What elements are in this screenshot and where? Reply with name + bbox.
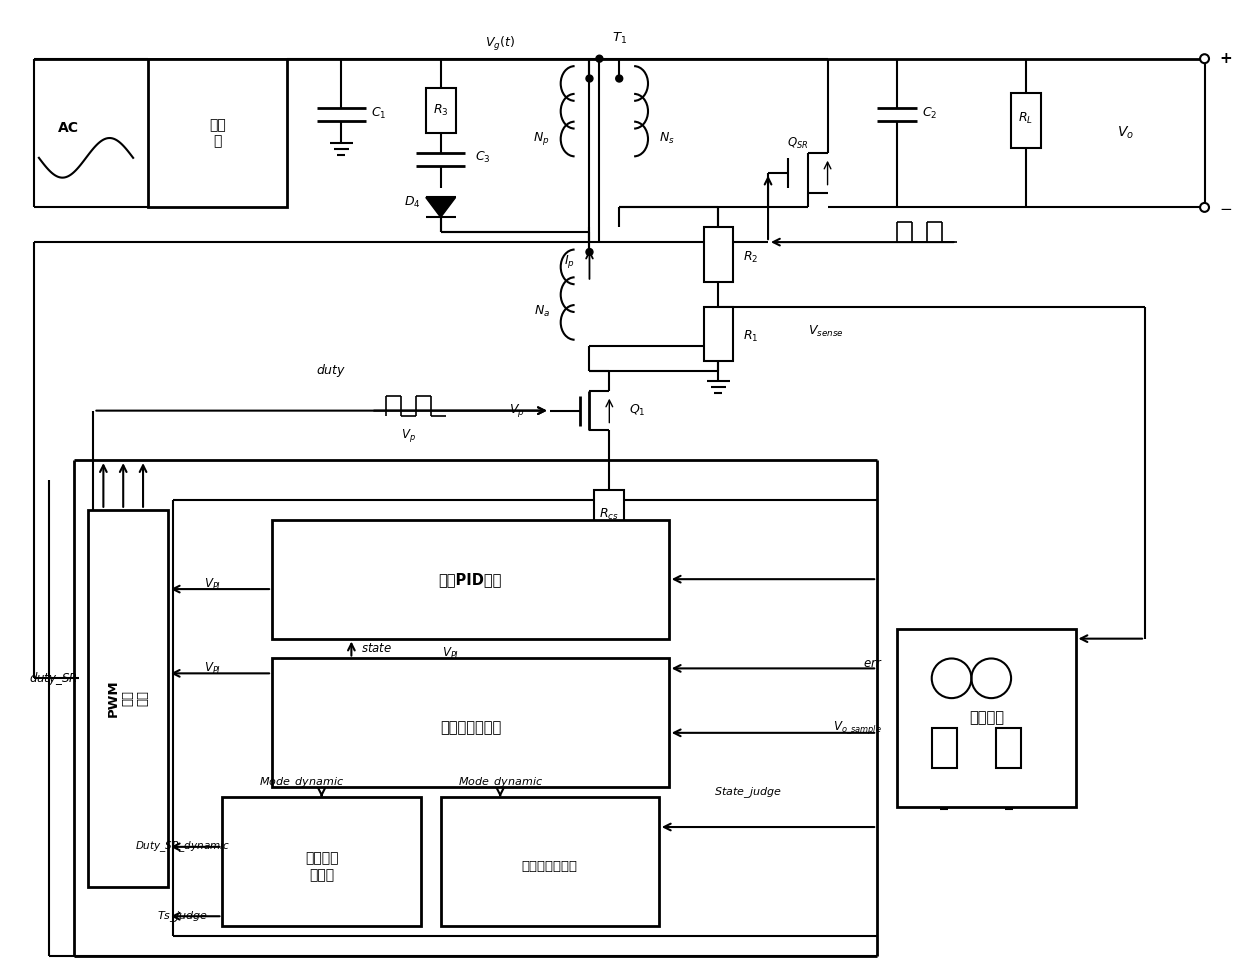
Bar [897, 629, 1075, 807]
Circle shape [1200, 54, 1209, 63]
Text: $D_4$: $D_4$ [404, 195, 420, 210]
Polygon shape [425, 197, 455, 217]
Text: $N_a$: $N_a$ [533, 304, 549, 319]
Text: $R_1$: $R_1$ [743, 329, 759, 344]
Bar [88, 510, 167, 887]
Circle shape [1200, 203, 1209, 212]
Text: 负载点判断模块: 负载点判断模块 [522, 861, 578, 873]
Circle shape [587, 76, 593, 82]
Text: $Mode\_dynamic$: $Mode\_dynamic$ [458, 775, 543, 790]
Bar [1011, 93, 1040, 148]
Text: 采样模块: 采样模块 [968, 711, 1004, 725]
Text: $V_o$: $V_o$ [1117, 125, 1133, 141]
Text: $R_3$: $R_3$ [433, 104, 449, 118]
Text: $state$: $state$ [361, 642, 393, 655]
Text: $duty\_SR$: $duty\_SR$ [29, 670, 78, 687]
Text: +: + [1219, 51, 1233, 66]
Text: $Q_{SR}$: $Q_{SR}$ [787, 136, 808, 150]
Text: $I_p$: $I_p$ [564, 254, 574, 270]
Text: $N_s$: $N_s$ [658, 131, 675, 145]
Text: 整流
桥: 整流 桥 [210, 118, 226, 148]
Bar [594, 490, 624, 544]
Text: AC: AC [58, 121, 79, 136]
Circle shape [596, 55, 603, 62]
Text: $R_{cs}$: $R_{cs}$ [599, 507, 619, 523]
Text: 高动态控
制模块: 高动态控 制模块 [305, 852, 339, 882]
Text: $V_{o\_sample}$: $V_{o\_sample}$ [833, 719, 882, 737]
Text: $R_2$: $R_2$ [743, 250, 759, 264]
Bar [703, 227, 733, 282]
Bar [703, 307, 733, 361]
Bar [425, 88, 455, 133]
Text: $-$: $-$ [1219, 200, 1233, 215]
Text: $V_{sense}$: $V_{sense}$ [807, 323, 843, 339]
Bar [222, 798, 420, 926]
Bar [272, 658, 668, 787]
Text: $V_p$: $V_p$ [401, 427, 415, 444]
Text: $T_1$: $T_1$ [611, 31, 626, 46]
Text: $Ts\_judge$: $Ts\_judge$ [157, 909, 208, 923]
Bar [272, 520, 668, 639]
Circle shape [616, 76, 622, 82]
Text: $V_p$: $V_p$ [510, 402, 525, 419]
Text: $V_g(t)$: $V_g(t)$ [485, 35, 515, 53]
Text: 数字PID模块: 数字PID模块 [439, 572, 502, 587]
Text: $C_2$: $C_2$ [921, 106, 937, 121]
Text: $Duty\_SR\_dynamic$: $Duty\_SR\_dynamic$ [135, 839, 231, 854]
Text: $duty$: $duty$ [316, 362, 347, 379]
Text: $Mode\_dynamic$: $Mode\_dynamic$ [259, 775, 345, 790]
Text: $V_{PI}$: $V_{PI}$ [203, 577, 221, 591]
Bar [996, 728, 1021, 768]
Text: 多模式判断模块: 多模式判断模块 [440, 720, 501, 736]
Text: $R_L$: $R_L$ [1018, 110, 1033, 126]
Bar [440, 798, 658, 926]
Text: $V_{PI}$: $V_{PI}$ [203, 661, 221, 676]
Text: $V_{PI}$: $V_{PI}$ [441, 646, 459, 661]
Bar [931, 728, 956, 768]
Bar [148, 59, 286, 207]
Text: $Q_1$: $Q_1$ [629, 403, 646, 418]
Text: $N_p$: $N_p$ [533, 130, 549, 146]
Text: $State\_judge$: $State\_judge$ [714, 785, 782, 800]
Text: $C_3$: $C_3$ [475, 150, 491, 166]
Text: PWM
驱动
模块: PWM 驱动 模块 [107, 680, 150, 717]
Text: $err$: $err$ [863, 657, 882, 670]
Text: $C_1$: $C_1$ [371, 106, 387, 121]
Circle shape [587, 249, 593, 256]
